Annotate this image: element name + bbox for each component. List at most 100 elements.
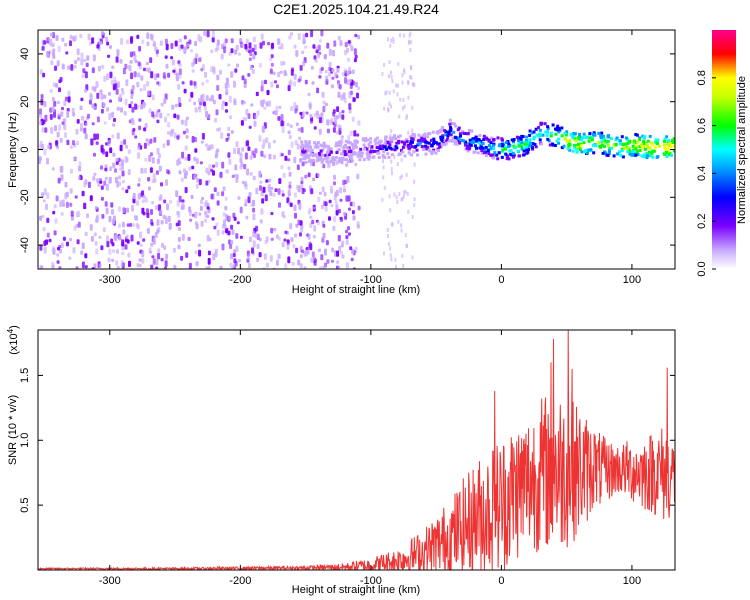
noise-cell	[216, 200, 220, 206]
noise-cell	[294, 108, 298, 114]
ridge-cell	[329, 147, 333, 151]
noise-cell	[102, 227, 106, 233]
noise-cell	[56, 60, 60, 66]
noise-cell	[252, 213, 256, 221]
noise-cell	[55, 83, 59, 88]
noise-cell	[64, 181, 68, 188]
noise-cell	[250, 202, 254, 207]
ridge-cell	[369, 150, 373, 154]
noise-cell	[205, 167, 209, 174]
noise-cell	[198, 212, 202, 216]
noise-cell	[193, 101, 197, 106]
noise-cell	[136, 34, 140, 39]
ridge-cell	[667, 143, 671, 147]
noise-cell	[101, 214, 105, 219]
noise-cell	[176, 135, 180, 140]
ridge-cell	[538, 128, 542, 132]
ridge-cell	[381, 154, 385, 157]
noise-cell	[340, 135, 344, 139]
noise-cell	[92, 176, 96, 181]
noise-cell	[121, 242, 125, 247]
noise-cell	[352, 267, 356, 269]
noise-cell	[208, 237, 212, 242]
noise-cell	[350, 257, 354, 262]
noise-cell	[177, 244, 181, 250]
noise-cell	[244, 43, 248, 50]
ridge-cell	[383, 145, 386, 149]
ridge-cell	[672, 144, 675, 148]
noise-cell	[147, 177, 151, 182]
noise-cell	[105, 142, 109, 146]
noise-cell	[46, 232, 50, 238]
noise-cell	[166, 139, 170, 146]
noise-cell	[347, 135, 351, 140]
noise-cell	[316, 221, 320, 226]
noise-cell	[267, 142, 271, 149]
ridge-cell	[565, 139, 569, 143]
noise-cell	[116, 81, 120, 88]
noise-cell	[274, 188, 278, 193]
noise-cell	[263, 253, 267, 260]
noise-cell	[188, 98, 192, 102]
noise-cell	[96, 44, 100, 49]
noise-cell	[386, 37, 389, 42]
ridge-cell	[649, 153, 653, 157]
y-tick-label: 20	[19, 96, 31, 108]
ridge-cell	[384, 135, 388, 139]
noise-cell	[223, 219, 226, 227]
ridge-cell	[367, 142, 371, 146]
noise-cell	[293, 81, 296, 87]
noise-cell	[39, 215, 43, 221]
ridge-cell	[641, 154, 645, 158]
noise-cell	[53, 112, 56, 118]
noise-cell	[407, 80, 410, 85]
noise-cell	[230, 48, 234, 54]
ridge-cell	[546, 125, 550, 129]
noise-cell	[225, 169, 229, 174]
ridge-cell	[332, 161, 336, 165]
noise-cell	[175, 190, 179, 197]
ridge-cell	[344, 139, 348, 143]
noise-cell	[295, 122, 299, 126]
ridge-cell	[601, 134, 605, 138]
ridge-cell	[444, 133, 448, 137]
noise-cell	[150, 242, 154, 247]
noise-cell	[239, 235, 243, 239]
noise-cell	[270, 62, 274, 67]
noise-cell	[46, 192, 50, 199]
noise-cell	[181, 234, 185, 241]
noise-cell	[357, 34, 361, 40]
noise-cell	[184, 156, 188, 161]
noise-cell	[155, 111, 159, 118]
noise-cell	[117, 206, 121, 212]
noise-cell	[89, 94, 93, 101]
ridge-cell	[437, 149, 440, 152]
colorbar-tick-label: 0.8	[696, 70, 708, 85]
noise-cell	[235, 44, 239, 51]
noise-cell	[201, 197, 205, 200]
noise-cell	[287, 149, 291, 156]
noise-cell	[121, 247, 125, 251]
ridge-cell	[315, 145, 319, 148]
noise-cell	[75, 211, 79, 218]
noise-cell	[91, 37, 95, 44]
ridge-cell	[318, 153, 322, 157]
noise-cell	[216, 148, 220, 153]
ridge-cell	[450, 139, 454, 143]
noise-cell	[339, 216, 343, 221]
noise-cell	[115, 158, 119, 162]
noise-cell	[413, 83, 416, 88]
noise-cell	[335, 115, 339, 120]
noise-cell	[324, 201, 328, 207]
ridge-cell	[532, 130, 536, 134]
ridge-cell	[646, 154, 650, 158]
noise-cell	[156, 81, 160, 85]
noise-cell	[176, 210, 180, 216]
ridge-cell	[526, 150, 530, 154]
ridge-cell	[438, 145, 442, 149]
ridge-cell	[539, 142, 543, 146]
noise-cell	[172, 247, 176, 253]
noise-cell	[83, 127, 87, 134]
ridge-cell	[451, 137, 455, 141]
noise-cell	[348, 232, 351, 236]
